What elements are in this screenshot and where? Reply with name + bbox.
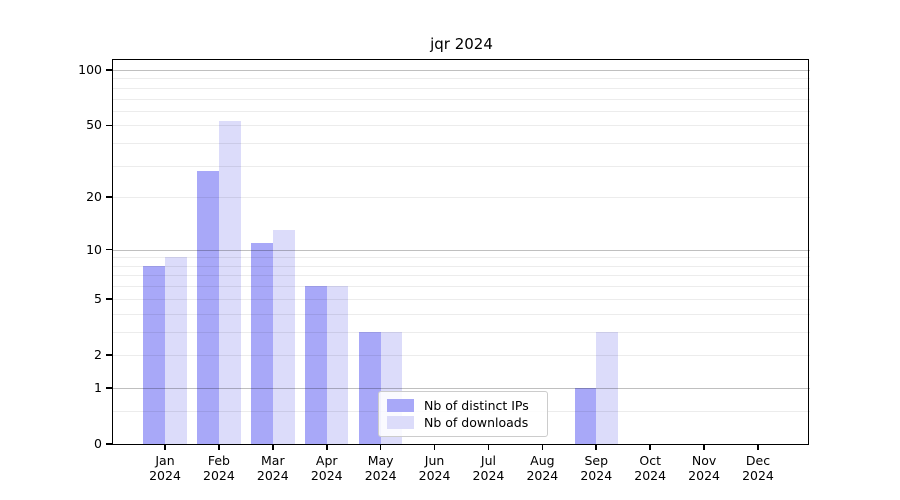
minor-gridline-60 — [113, 110, 810, 112]
y-tick-20 — [106, 196, 113, 199]
bar-downloads-jan — [165, 257, 187, 444]
major-gridline-100 — [113, 69, 810, 71]
y-tick-label-100: 100 — [78, 61, 102, 77]
y-tick-label-50: 50 — [86, 117, 102, 133]
x-tick-sep — [595, 445, 598, 450]
minor-gridline-50 — [113, 125, 810, 127]
minor-gridline-70 — [113, 98, 810, 100]
bar-downloads-apr — [326, 286, 349, 444]
x-tick-label-sep: Sep 2024 — [580, 453, 613, 483]
x-tick-may — [379, 445, 382, 450]
minor-gridline-4 — [113, 313, 810, 315]
bar-downloads-feb — [218, 120, 241, 444]
x-tick-dec — [757, 445, 759, 450]
legend-label-downloads: Nb of downloads — [424, 414, 529, 430]
bar-distinct-ips-may — [358, 331, 381, 444]
bar-distinct-ips-apr — [305, 286, 327, 444]
major-gridline-10 — [113, 249, 810, 251]
x-tick-label-may: May 2024 — [364, 453, 397, 483]
chart-title: jqr 2024 — [430, 35, 493, 53]
y-tick-1 — [106, 387, 113, 389]
legend-swatch-distinct-ips — [387, 399, 414, 412]
x-tick-label-jul: Jul 2024 — [472, 453, 505, 483]
legend-item-downloads: Nb of downloads — [379, 414, 547, 430]
plot-border — [112, 59, 809, 445]
y-tick-label-0: 0 — [94, 436, 102, 451]
y-tick-label-1: 1 — [94, 379, 102, 395]
bar-distinct-ips-jan — [143, 265, 165, 444]
y-tick-0 — [106, 443, 113, 445]
x-tick-feb — [218, 445, 220, 450]
minor-gridline-9 — [113, 257, 810, 259]
y-tick-100 — [106, 69, 113, 71]
x-tick-jan — [164, 445, 166, 450]
bar-distinct-ips-mar — [251, 242, 273, 444]
x-tick-label-aug: Aug 2024 — [526, 453, 559, 483]
minor-gridline-3 — [113, 331, 810, 333]
legend-swatch-downloads — [387, 416, 414, 429]
y-tick-5 — [106, 297, 113, 300]
minor-gridline-8 — [113, 265, 810, 267]
minor-gridline-2 — [113, 354, 810, 356]
legend-item-distinct-ips: Nb of distinct IPs — [379, 397, 547, 413]
y-tick-50 — [106, 124, 113, 127]
x-tick-aug — [541, 445, 544, 450]
bar-downloads-mar — [272, 230, 295, 444]
x-tick-nov — [703, 445, 705, 450]
x-tick-jul — [487, 445, 490, 450]
x-tick-label-mar: Mar 2024 — [256, 453, 289, 483]
x-tick-label-dec: Dec 2024 — [742, 453, 774, 483]
minor-gridline-40 — [113, 143, 810, 145]
x-tick-oct — [649, 445, 651, 450]
y-tick-10 — [106, 248, 113, 251]
x-tick-label-jun: Jun 2024 — [418, 453, 451, 483]
x-tick-mar — [272, 445, 274, 450]
bar-distinct-ips-feb — [197, 171, 219, 444]
minor-gridline-20 — [113, 197, 810, 199]
x-tick-label-feb: Feb 2024 — [203, 453, 235, 483]
y-tick-label-20: 20 — [86, 189, 102, 205]
y-tick-label-5: 5 — [94, 290, 102, 306]
minor-gridline-6 — [113, 286, 810, 288]
x-tick-apr — [325, 445, 328, 450]
bar-downloads-sep — [596, 331, 618, 444]
y-tick-label-10: 10 — [86, 241, 102, 257]
x-tick-label-apr: Apr 2024 — [310, 453, 343, 483]
x-tick-jun — [433, 445, 436, 450]
y-tick-label-2: 2 — [94, 346, 102, 362]
y-tick-2 — [106, 354, 113, 356]
minor-gridline-7 — [113, 275, 810, 277]
minor-gridline-80 — [113, 87, 810, 89]
x-tick-label-nov: Nov 2024 — [688, 453, 720, 483]
legend-label-distinct-ips: Nb of distinct IPs — [424, 397, 529, 413]
minor-gridline-30 — [113, 165, 810, 167]
minor-gridline-5 — [113, 298, 810, 300]
bar-distinct-ips-sep — [574, 387, 597, 444]
x-tick-label-jan: Jan 2024 — [149, 453, 181, 483]
minor-gridline-90 — [113, 78, 810, 80]
major-gridline-1 — [113, 387, 810, 389]
x-tick-label-oct: Oct 2024 — [634, 453, 667, 483]
legend: Nb of distinct IPs Nb of downloads — [378, 391, 548, 437]
